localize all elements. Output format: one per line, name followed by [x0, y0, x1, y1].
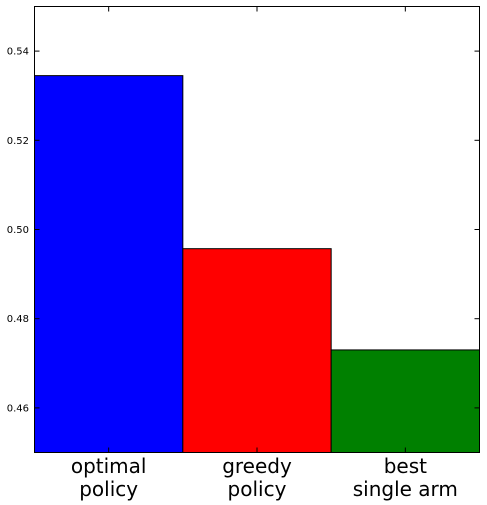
- x-axis: optimal policy greedy policy best single arm: [71, 6, 458, 501]
- y-tick-label-3: 0.52: [7, 136, 29, 147]
- y-tick-label-0: 0.46: [7, 403, 29, 414]
- bars-layer: [34, 75, 480, 454]
- y-tick-label-4: 0.54: [7, 47, 29, 58]
- y-axis: 0.46 0.48 0.50 0.52 0.54: [7, 47, 480, 414]
- bar-2: [330, 349, 480, 454]
- y-tick-label-1: 0.48: [7, 314, 29, 325]
- bar-1: [182, 248, 332, 453]
- x-tick-label-0: optimal policy: [71, 454, 147, 501]
- y-tick-label-2: 0.50: [7, 225, 29, 236]
- bar-0: [34, 75, 184, 453]
- x-tick-label-2: best single arm: [353, 454, 458, 501]
- x-tick-label-1: greedy policy: [222, 454, 292, 501]
